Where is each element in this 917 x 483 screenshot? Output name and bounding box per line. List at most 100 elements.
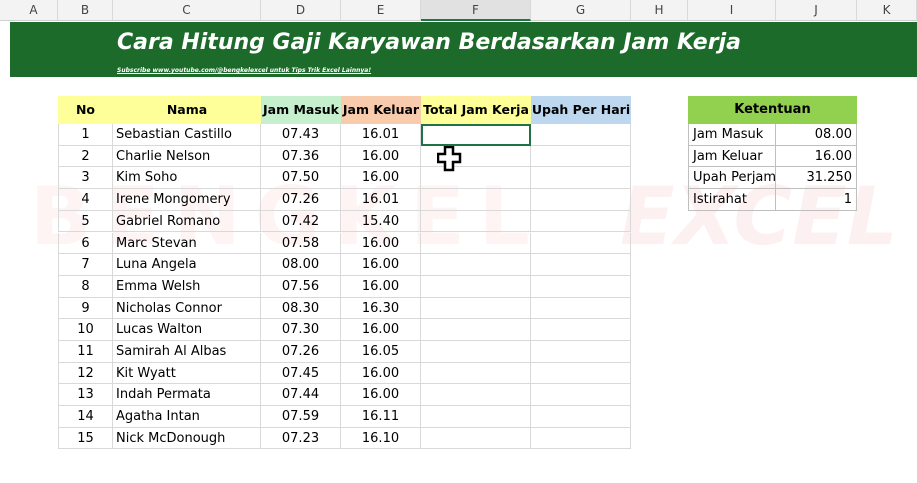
table-cell[interactable]: 08.00 bbox=[261, 254, 341, 276]
ketentuan-label[interactable]: Jam Keluar bbox=[688, 145, 776, 168]
empty-cell[interactable] bbox=[531, 254, 631, 276]
table-cell[interactable]: 14 bbox=[58, 406, 113, 428]
table-cell[interactable]: Sebastian Castillo bbox=[113, 124, 261, 146]
empty-cell[interactable] bbox=[421, 167, 531, 190]
ketentuan-value[interactable]: 16.00 bbox=[776, 145, 857, 168]
ketentuan-value[interactable]: 31.250 bbox=[776, 167, 857, 190]
ketentuan-value[interactable]: 1 bbox=[776, 189, 857, 211]
table-cell[interactable]: 16.10 bbox=[341, 427, 421, 450]
column-header[interactable]: H bbox=[631, 0, 688, 21]
empty-cell[interactable] bbox=[531, 384, 631, 407]
empty-cell[interactable] bbox=[421, 189, 531, 211]
table-cell[interactable]: Luna Angela bbox=[113, 254, 261, 276]
table-cell[interactable]: 16.30 bbox=[341, 297, 421, 320]
table-cell[interactable]: 10 bbox=[58, 319, 113, 341]
column-header[interactable]: I bbox=[688, 0, 776, 21]
table-cell[interactable]: 16.00 bbox=[341, 254, 421, 276]
ketentuan-label[interactable]: Upah Perjam bbox=[688, 167, 776, 190]
table-cell[interactable]: 16.00 bbox=[341, 145, 421, 168]
table-cell[interactable]: 16.00 bbox=[341, 362, 421, 385]
empty-cell[interactable] bbox=[421, 275, 531, 298]
column-header[interactable]: B bbox=[58, 0, 113, 21]
empty-cell[interactable] bbox=[421, 145, 531, 168]
empty-cell[interactable] bbox=[421, 341, 531, 363]
table-cell[interactable]: 8 bbox=[58, 275, 113, 298]
table-cell[interactable]: 16.01 bbox=[341, 189, 421, 211]
table-cell[interactable]: 07.45 bbox=[261, 362, 341, 385]
empty-cell[interactable] bbox=[421, 319, 531, 341]
empty-cell[interactable] bbox=[421, 254, 531, 276]
empty-cell[interactable] bbox=[531, 145, 631, 168]
empty-cell[interactable] bbox=[531, 210, 631, 233]
empty-cell[interactable] bbox=[421, 232, 531, 255]
ketentuan-label[interactable]: Istirahat bbox=[688, 189, 776, 211]
table-cell[interactable]: Charlie Nelson bbox=[113, 145, 261, 168]
table-cell[interactable]: 3 bbox=[58, 167, 113, 190]
empty-cell[interactable] bbox=[531, 362, 631, 385]
table-cell[interactable]: 07.26 bbox=[261, 189, 341, 211]
table-cell[interactable]: 12 bbox=[58, 362, 113, 385]
table-cell[interactable]: 7 bbox=[58, 254, 113, 276]
table-cell[interactable]: 11 bbox=[58, 341, 113, 363]
empty-cell[interactable] bbox=[421, 362, 531, 385]
table-cell[interactable]: 15.40 bbox=[341, 210, 421, 233]
table-cell[interactable]: 07.59 bbox=[261, 406, 341, 428]
empty-cell[interactable] bbox=[531, 275, 631, 298]
table-cell[interactable]: Indah Permata bbox=[113, 384, 261, 407]
empty-cell[interactable] bbox=[531, 427, 631, 450]
empty-cell[interactable] bbox=[531, 232, 631, 255]
table-cell[interactable]: 07.50 bbox=[261, 167, 341, 190]
table-cell[interactable]: 07.56 bbox=[261, 275, 341, 298]
table-cell[interactable]: 16.11 bbox=[341, 406, 421, 428]
empty-cell[interactable] bbox=[421, 406, 531, 428]
column-header[interactable]: J bbox=[776, 0, 857, 21]
table-cell[interactable]: Irene Mongomery bbox=[113, 189, 261, 211]
empty-cell[interactable] bbox=[421, 210, 531, 233]
column-header[interactable]: A bbox=[10, 0, 58, 21]
ketentuan-label[interactable]: Jam Masuk bbox=[688, 124, 776, 146]
column-header[interactable]: D bbox=[261, 0, 341, 21]
table-cell[interactable]: 16.00 bbox=[341, 384, 421, 407]
ketentuan-value[interactable]: 08.00 bbox=[776, 124, 857, 146]
empty-cell[interactable] bbox=[531, 167, 631, 190]
empty-cell[interactable] bbox=[421, 384, 531, 407]
empty-cell[interactable] bbox=[531, 297, 631, 320]
table-cell[interactable]: 13 bbox=[58, 384, 113, 407]
column-header[interactable]: E bbox=[341, 0, 421, 21]
table-cell[interactable]: Nick McDonough bbox=[113, 427, 261, 450]
table-cell[interactable]: 6 bbox=[58, 232, 113, 255]
empty-cell[interactable] bbox=[421, 297, 531, 320]
table-cell[interactable]: Kim Soho bbox=[113, 167, 261, 190]
table-cell[interactable]: 16.00 bbox=[341, 167, 421, 190]
table-cell[interactable]: 4 bbox=[58, 189, 113, 211]
column-header[interactable]: K bbox=[857, 0, 917, 21]
table-cell[interactable]: 16.00 bbox=[341, 319, 421, 341]
table-cell[interactable]: 07.58 bbox=[261, 232, 341, 255]
table-cell[interactable]: 08.30 bbox=[261, 297, 341, 320]
table-cell[interactable]: 1 bbox=[58, 124, 113, 146]
banner-subtitle[interactable]: Subscribe www.youtube.com/@bengkelexcel … bbox=[117, 67, 372, 74]
table-cell[interactable]: Agatha Intan bbox=[113, 406, 261, 428]
table-cell[interactable]: Nicholas Connor bbox=[113, 297, 261, 320]
table-cell[interactable]: 16.01 bbox=[341, 124, 421, 146]
table-cell[interactable]: 15 bbox=[58, 427, 113, 450]
table-cell[interactable]: Emma Welsh bbox=[113, 275, 261, 298]
table-cell[interactable]: 07.36 bbox=[261, 145, 341, 168]
table-cell[interactable]: 9 bbox=[58, 297, 113, 320]
table-cell[interactable]: Lucas Walton bbox=[113, 319, 261, 341]
empty-cell[interactable] bbox=[531, 124, 631, 146]
table-cell[interactable]: 07.26 bbox=[261, 341, 341, 363]
table-cell[interactable]: 07.42 bbox=[261, 210, 341, 233]
table-cell[interactable]: Gabriel Romano bbox=[113, 210, 261, 233]
table-cell[interactable]: 07.43 bbox=[261, 124, 341, 146]
table-cell[interactable]: 07.44 bbox=[261, 384, 341, 407]
table-cell[interactable]: 16.00 bbox=[341, 275, 421, 298]
empty-cell[interactable] bbox=[531, 319, 631, 341]
table-cell[interactable]: 07.23 bbox=[261, 427, 341, 450]
table-cell[interactable]: 2 bbox=[58, 145, 113, 168]
column-header[interactable]: C bbox=[113, 0, 261, 21]
table-cell[interactable]: 16.05 bbox=[341, 341, 421, 363]
table-cell[interactable]: Marc Stevan bbox=[113, 232, 261, 255]
column-header[interactable]: G bbox=[531, 0, 631, 21]
empty-cell[interactable] bbox=[421, 427, 531, 450]
